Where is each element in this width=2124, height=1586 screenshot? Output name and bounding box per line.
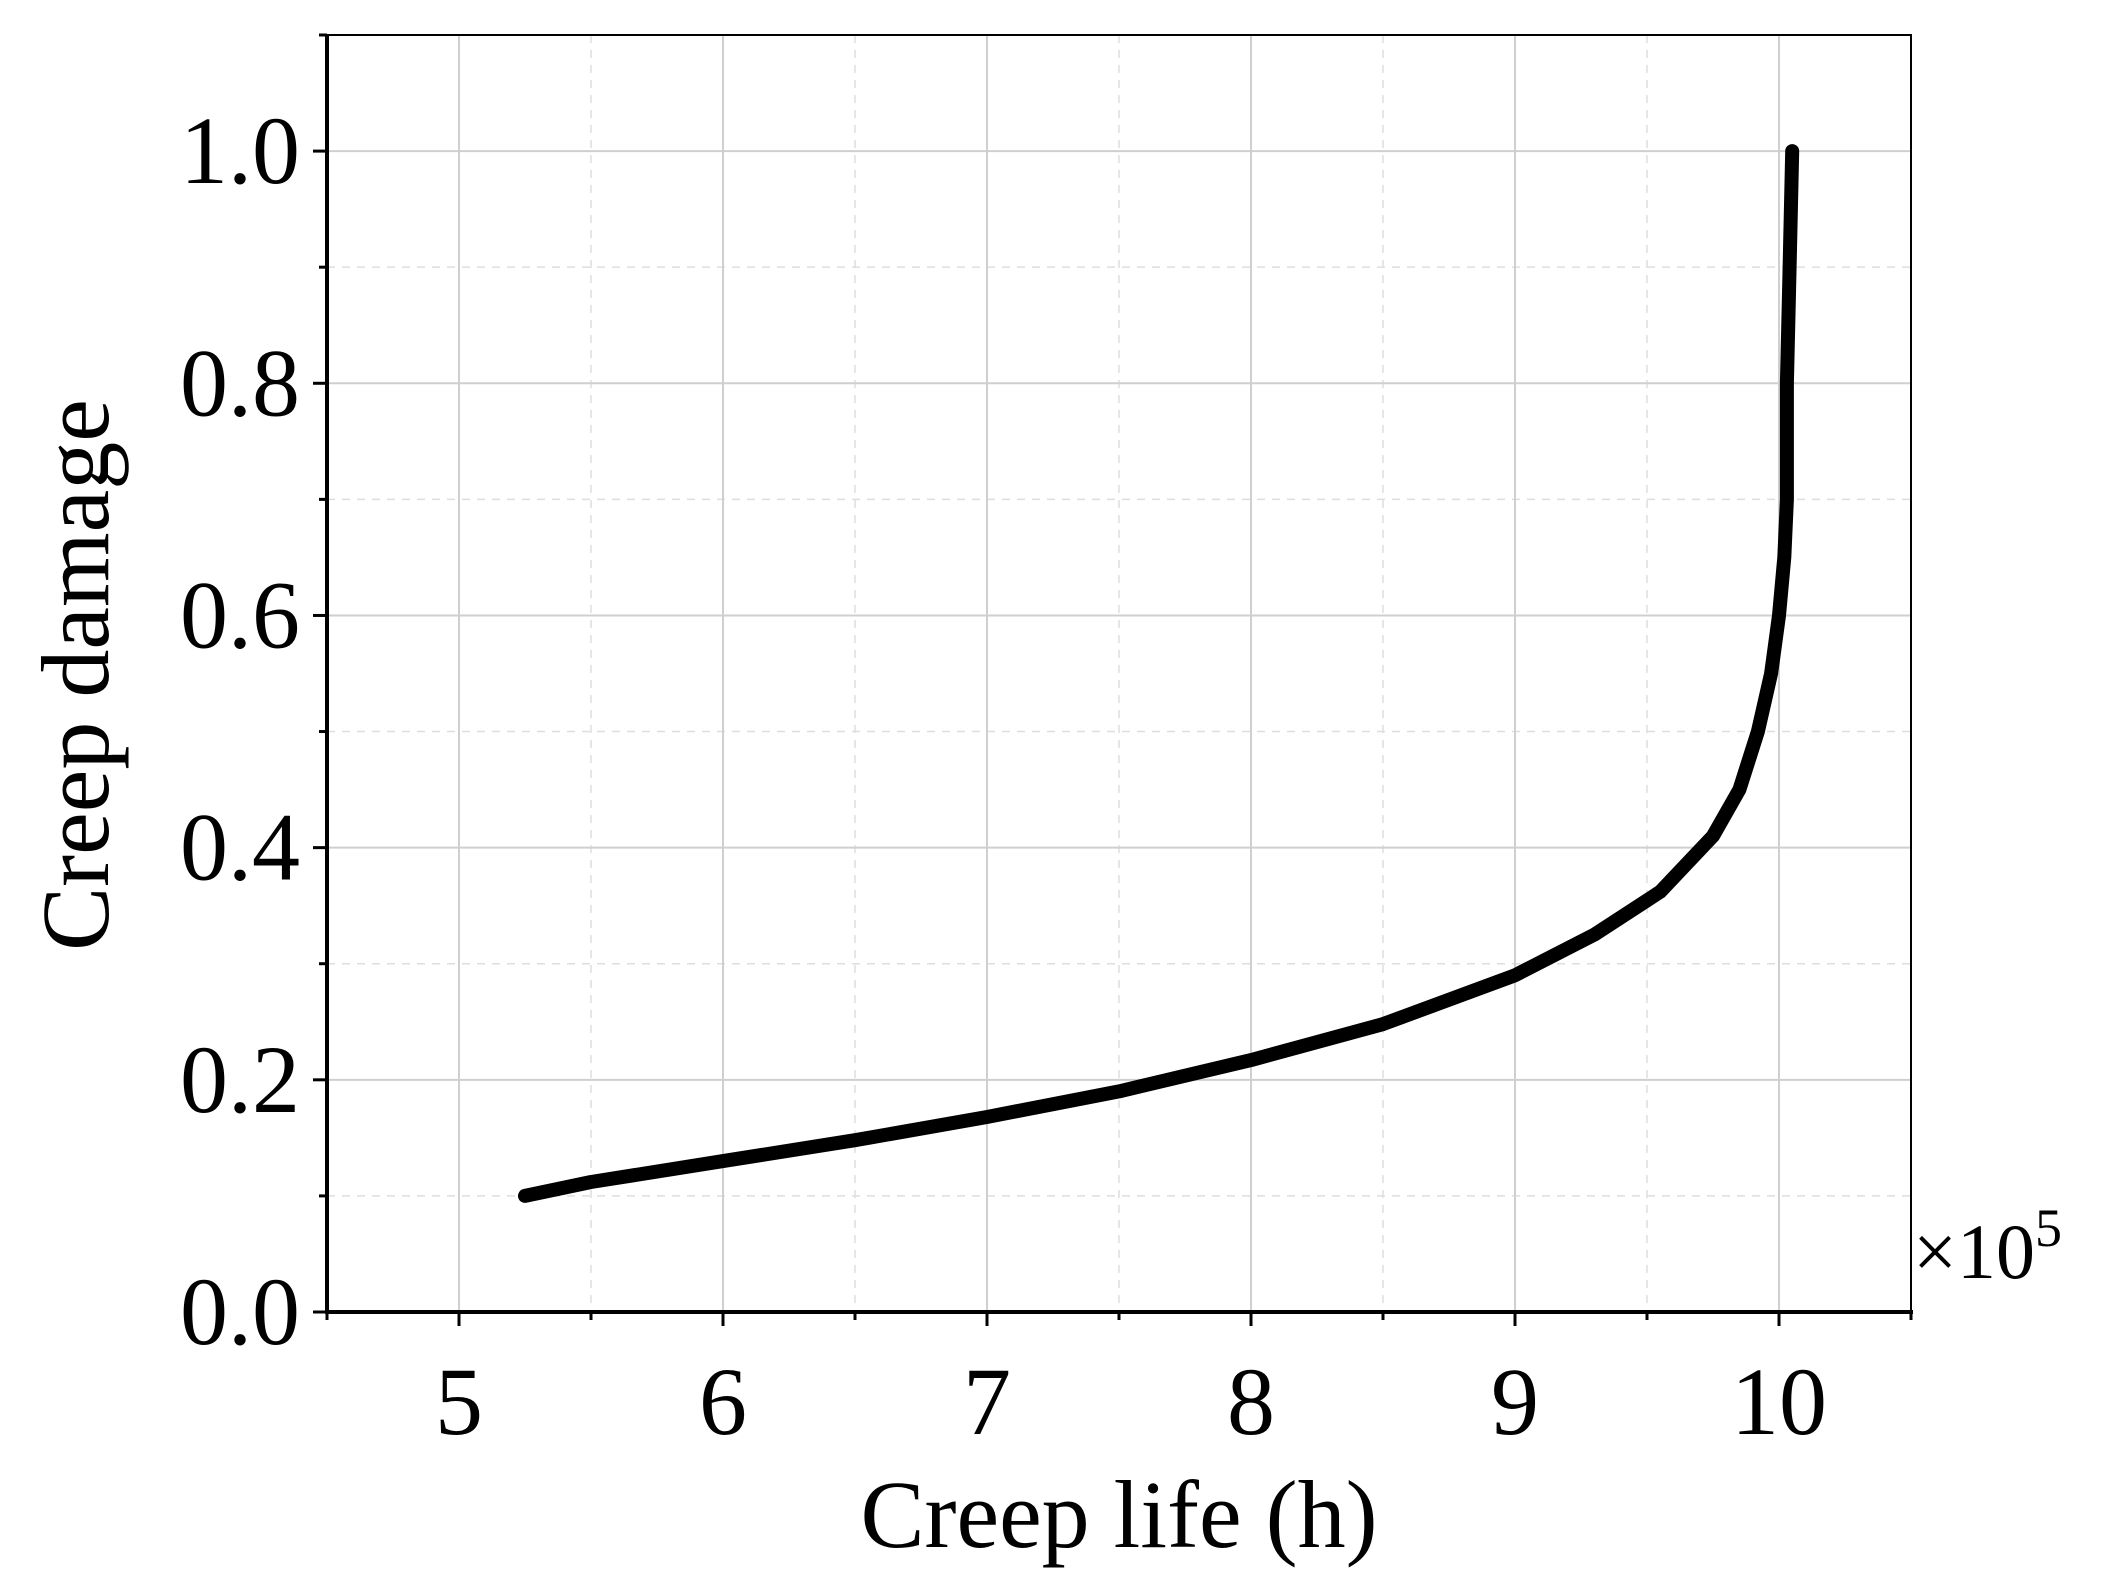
x-tick-label: 9 — [1491, 1348, 1539, 1455]
x-tick-label: 10 — [1731, 1348, 1827, 1455]
x-tick-label: 7 — [963, 1348, 1011, 1455]
grid — [327, 35, 1911, 1312]
y-tick-label: 0.8 — [180, 329, 300, 436]
y-tick-label: 0.2 — [180, 1026, 300, 1133]
x-multiplier-exponent: 5 — [2035, 1198, 2062, 1258]
x-multiplier-label: ×105 — [1913, 1198, 2062, 1295]
y-tick-label: 0.6 — [180, 561, 300, 668]
y-tick-label: 0.4 — [180, 794, 300, 901]
y-tick-label: 1.0 — [180, 97, 300, 204]
y-axis-title: Creep damage — [22, 399, 129, 951]
y-tick-label: 0.0 — [180, 1258, 300, 1365]
x-tick-label: 5 — [435, 1348, 483, 1455]
x-axis-title: Creep life (h) — [860, 1461, 1377, 1568]
x-multiplier-base: ×10 — [1913, 1208, 2035, 1295]
ticks — [313, 33, 1913, 1326]
x-tick-label: 6 — [699, 1348, 747, 1455]
x-tick-label: 8 — [1227, 1348, 1275, 1455]
series-layer — [518, 144, 1800, 1203]
creep-damage-curve — [518, 144, 1800, 1203]
tick-labels: 5 6 7 8 9 10 0.0 0.2 0.4 0.6 0.8 1.0 — [180, 97, 1827, 1455]
